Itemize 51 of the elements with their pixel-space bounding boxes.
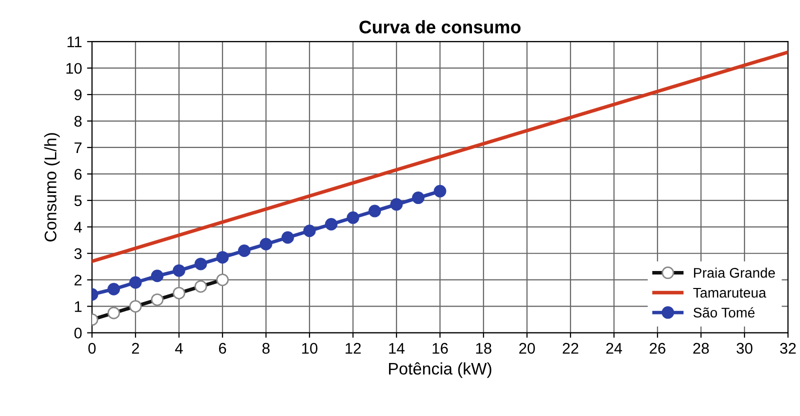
x-tick-label: 20	[519, 342, 535, 354]
point	[194, 258, 207, 270]
y-tick-label: 5	[74, 195, 82, 206]
x-tick-label: 10	[302, 342, 318, 354]
point	[434, 184, 446, 198]
x-tick-label: 4	[175, 343, 183, 354]
y-tick-label: 6	[74, 168, 82, 180]
x-tick-label: 30	[736, 342, 752, 354]
y-tick-label: 2	[74, 274, 82, 286]
legend-label: São Tomé	[694, 307, 755, 318]
point	[172, 264, 186, 277]
point	[390, 198, 403, 211]
point	[129, 276, 142, 289]
x-tick-label: 16	[432, 342, 448, 354]
y-tick-label: 7	[74, 142, 82, 154]
y-tick-label: 1	[74, 301, 82, 312]
point	[238, 244, 250, 257]
point	[260, 238, 272, 250]
y-axis-title: Consumo (L/h)	[44, 133, 60, 242]
x-tick-label: 24	[606, 342, 622, 354]
point	[282, 231, 294, 244]
x-tick-label: 14	[389, 343, 405, 354]
y-tick-label: 4	[74, 222, 82, 232]
x-tick-label: 28	[693, 342, 709, 354]
y-tick-label: 3	[74, 248, 82, 260]
y-tick-label: 8	[74, 116, 82, 127]
x-tick-label: 18	[476, 342, 492, 354]
point	[368, 204, 381, 218]
x-tick-label: 2	[132, 342, 139, 354]
point	[303, 224, 316, 238]
x-tick-label: 32	[780, 342, 796, 354]
x-tick-label: 0	[88, 342, 96, 354]
point	[108, 282, 120, 296]
point	[325, 218, 338, 231]
y-tick-label: 9	[74, 89, 82, 100]
x-axis-title: Potência (kW)	[389, 362, 492, 378]
chart-title: Curva de consumo	[359, 20, 521, 34]
x-tick-label: 6	[219, 342, 226, 354]
legend-label: Tamaruteua	[693, 288, 766, 298]
x-tick-label: 8	[262, 342, 270, 354]
y-tick-label: 10	[66, 62, 82, 74]
point	[151, 270, 164, 282]
y-tick-label: 11	[68, 36, 82, 48]
legend-label: Praia Grande	[694, 268, 775, 278]
point	[412, 192, 424, 204]
y-tick-label: 0	[74, 328, 82, 338]
x-tick-label: 22	[562, 342, 578, 354]
point	[346, 211, 360, 224]
x-tick-label: 12	[346, 342, 361, 354]
x-tick-label: 26	[650, 342, 666, 354]
point	[216, 251, 229, 264]
